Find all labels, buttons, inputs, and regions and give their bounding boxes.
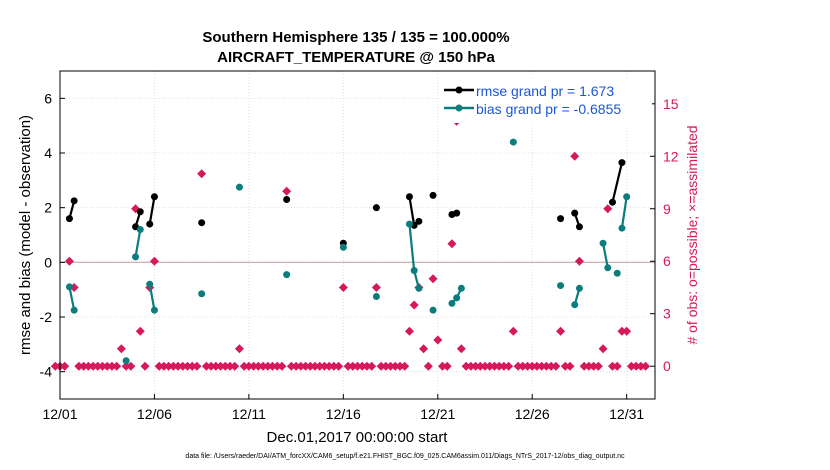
x-tick-label: 12/06: [137, 406, 172, 422]
bias-marker: [198, 290, 205, 297]
rmse-marker: [71, 197, 78, 204]
chart-title-line-1: Southern Hemisphere 135 / 135 = 100.000%: [202, 29, 509, 46]
bias-marker: [458, 285, 465, 292]
y2-tick-label: 12: [663, 148, 679, 164]
rmse-marker: [557, 215, 564, 222]
rmse-marker: [609, 199, 616, 206]
rmse-marker: [618, 159, 625, 166]
rmse-marker: [198, 219, 205, 226]
bias-marker: [453, 294, 460, 301]
bias-marker: [132, 253, 139, 260]
y-tick-label: -2: [40, 309, 53, 325]
bias-marker: [137, 226, 144, 233]
bias-marker: [571, 301, 578, 308]
bias-marker: [373, 293, 380, 300]
rmse-marker: [151, 193, 158, 200]
y2-tick-label: 0: [663, 358, 671, 374]
bias-marker: [151, 307, 158, 314]
legend-bias-label: bias grand pr = -0.6855: [476, 101, 621, 117]
bias-marker: [411, 267, 418, 274]
rmse-marker: [453, 210, 460, 217]
rmse-marker: [283, 196, 290, 203]
bias-marker: [71, 307, 78, 314]
bias-marker: [600, 240, 607, 247]
data-file-footer: data file: /Users/raeder/DAI/ATM_forcXX/…: [185, 453, 625, 460]
bias-marker: [430, 307, 437, 314]
legend-rmse-label: rmse grand pr = 1.673: [476, 83, 614, 99]
x-axis-label: Dec.01,2017 00:00:00 start: [267, 429, 449, 446]
bias-marker: [283, 271, 290, 278]
rmse-marker: [415, 218, 422, 225]
bias-marker: [623, 193, 630, 200]
x-tick-label: 12/16: [326, 406, 361, 422]
x-tick-label: 12/31: [609, 406, 644, 422]
rmse-marker: [430, 192, 437, 199]
bias-marker: [146, 281, 153, 288]
legend-bias-marker: [456, 105, 463, 112]
x-tick-label: 12/21: [420, 406, 455, 422]
bias-marker: [510, 139, 517, 146]
rmse-marker: [146, 221, 153, 228]
x-tick-label: 12/26: [515, 406, 550, 422]
y2-tick-label: 15: [663, 96, 679, 112]
rmse-marker: [66, 215, 73, 222]
legend-rmse-marker: [456, 87, 463, 94]
bias-marker: [448, 300, 455, 307]
bias-marker: [604, 264, 611, 271]
rmse-marker: [576, 223, 583, 230]
y2-tick-label: 6: [663, 253, 671, 269]
bias-marker: [123, 357, 130, 364]
bias-marker: [618, 225, 625, 232]
bias-marker: [576, 285, 583, 292]
rmse-marker: [373, 204, 380, 211]
bias-marker: [236, 184, 243, 191]
rmse-marker: [571, 210, 578, 217]
y-tick-label: -4: [40, 364, 53, 380]
y-tick-label: 4: [44, 145, 52, 161]
chart-title-line-2: AIRCRAFT_TEMPERATURE @ 150 hPa: [217, 49, 495, 66]
y-tick-label: 6: [44, 90, 52, 106]
y2-axis-label: # of obs: o=possible; ×=assimilated: [684, 125, 700, 344]
bias-marker: [66, 283, 73, 290]
rmse-marker: [406, 193, 413, 200]
y2-tick-label: 9: [663, 201, 671, 217]
bias-marker: [614, 270, 621, 277]
bias-marker: [340, 244, 347, 251]
y-tick-label: 2: [44, 200, 52, 216]
y2-tick-label: 3: [663, 306, 671, 322]
legend: rmse grand pr = 1.673 bias grand pr = -0…: [440, 79, 652, 123]
bias-marker: [557, 282, 564, 289]
bias-marker: [406, 221, 413, 228]
x-tick-label: 12/11: [232, 406, 266, 422]
chart: Southern Hemisphere 135 / 135 = 100.000%…: [0, 0, 830, 470]
rmse-marker: [137, 208, 144, 215]
y-tick-label: 0: [44, 254, 52, 270]
x-tick-label: 12/01: [42, 406, 77, 422]
y-axis-label: rmse and bias (model - observation): [17, 115, 34, 355]
bias-marker: [415, 285, 422, 292]
